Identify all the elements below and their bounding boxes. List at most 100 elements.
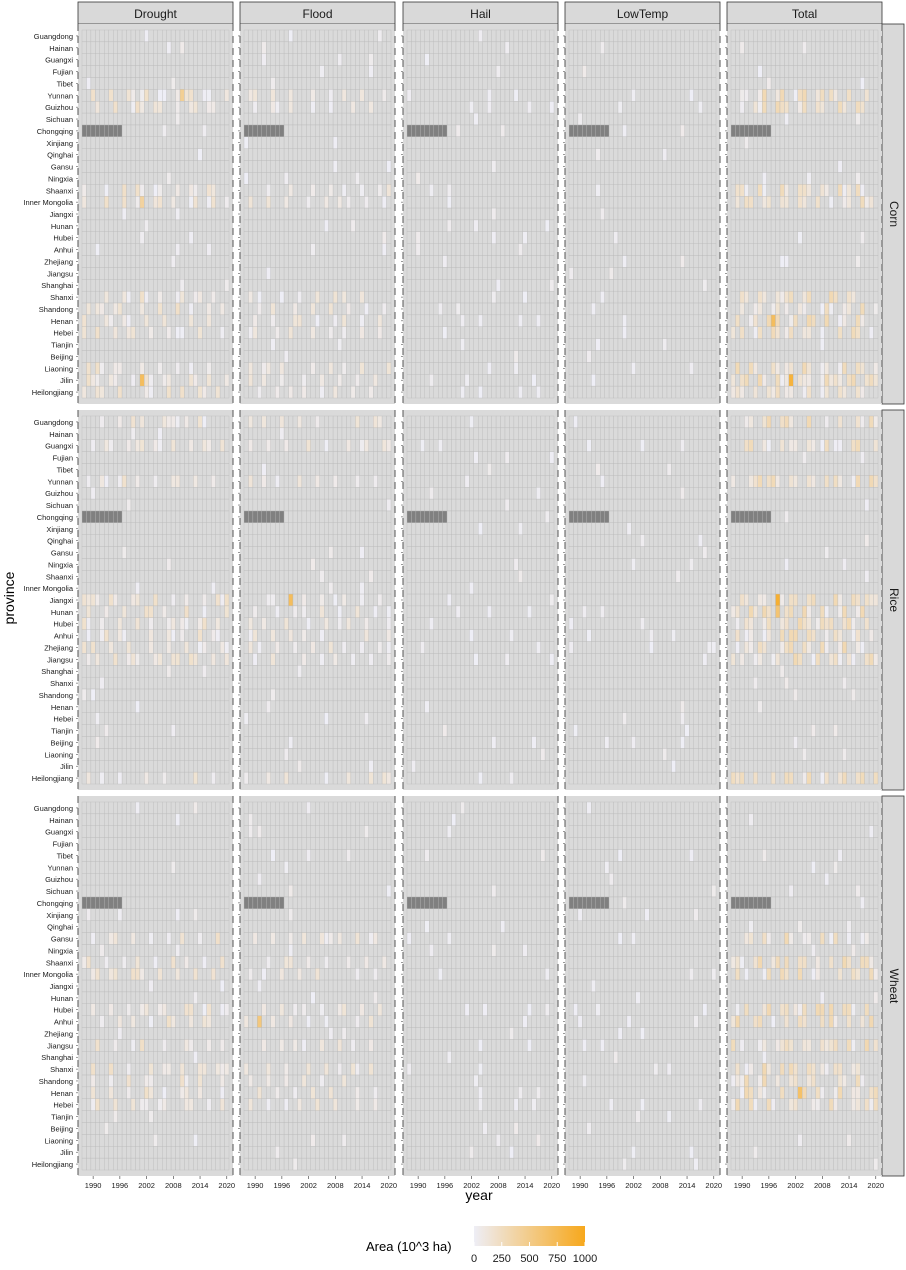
heatmap-cell xyxy=(86,314,92,327)
heatmap-cell xyxy=(828,279,834,292)
heatmap-cell xyxy=(252,267,258,280)
heatmap-cell xyxy=(270,41,276,54)
heatmap-cell xyxy=(90,362,96,375)
heatmap-cell xyxy=(487,338,492,351)
heatmap-cell xyxy=(175,362,181,375)
heatmap-cell xyxy=(350,374,356,387)
heatmap-cell xyxy=(833,77,839,90)
heatmap-cell xyxy=(640,124,645,138)
heatmap-cell xyxy=(730,29,736,43)
heatmap-cell xyxy=(144,207,149,221)
heatmap-cell xyxy=(846,29,852,43)
heatmap-cell xyxy=(591,184,596,197)
heatmap-cell xyxy=(604,243,610,256)
heatmap-cell xyxy=(491,243,497,256)
heatmap-cell xyxy=(828,53,834,66)
heatmap-cell xyxy=(157,290,163,304)
heatmap-cell xyxy=(270,350,276,363)
heatmap-cell xyxy=(735,302,741,316)
heatmap-cell xyxy=(206,350,212,363)
heatmap-cell xyxy=(500,53,506,66)
heatmap-cell xyxy=(319,124,325,138)
heatmap-cell xyxy=(81,172,87,185)
heatmap-cell xyxy=(657,350,663,363)
heatmap-cell xyxy=(491,231,497,244)
heatmap-cell xyxy=(108,255,114,268)
heatmap-cell xyxy=(90,314,96,327)
heatmap-cell xyxy=(377,148,383,161)
heatmap-cell xyxy=(81,77,87,90)
heatmap-cell xyxy=(301,184,307,197)
heatmap-cell xyxy=(420,267,425,280)
heatmap-cell xyxy=(739,279,745,292)
heatmap-cell xyxy=(139,243,145,256)
heatmap-cell xyxy=(373,29,378,43)
heatmap-cell xyxy=(315,148,320,161)
heatmap-cell xyxy=(184,160,190,173)
heatmap-cell xyxy=(735,196,741,209)
heatmap-cell xyxy=(248,148,254,161)
heatmap-cell xyxy=(170,326,176,339)
heatmap-cell xyxy=(166,385,172,399)
heatmap-cell xyxy=(386,136,392,149)
heatmap-cell xyxy=(117,136,123,149)
panel-corn-drought xyxy=(76,24,234,404)
heatmap-cell xyxy=(491,302,497,316)
heatmap-cell xyxy=(478,184,483,197)
heatmap-cell xyxy=(252,338,258,351)
heatmap-cell xyxy=(748,207,754,221)
heatmap-cell xyxy=(873,279,879,292)
heatmap-cell xyxy=(219,148,225,161)
heatmap-cell xyxy=(522,385,528,399)
heatmap-cell xyxy=(671,172,677,185)
heatmap-cell xyxy=(283,338,289,351)
heatmap-cell xyxy=(279,219,285,232)
heatmap-cell xyxy=(337,314,343,327)
heatmap-cell xyxy=(90,101,96,114)
heatmap-cell xyxy=(662,350,668,363)
heatmap-cell xyxy=(193,112,198,126)
heatmap-cell xyxy=(279,255,285,268)
heatmap-cell xyxy=(386,124,392,138)
heatmap-cell xyxy=(464,267,470,280)
heatmap-cell xyxy=(359,196,365,209)
heatmap-cell xyxy=(170,314,176,327)
heatmap-cell xyxy=(784,89,790,102)
heatmap-cell xyxy=(446,148,452,161)
heatmap-cell xyxy=(99,385,105,399)
heatmap-cell xyxy=(527,374,532,387)
heatmap-cell xyxy=(868,255,874,268)
heatmap-cell xyxy=(662,65,668,78)
heatmap-cell xyxy=(386,219,392,232)
heatmap-cell xyxy=(288,243,294,256)
heatmap-cell xyxy=(306,53,311,66)
heatmap-cell xyxy=(157,302,163,316)
heatmap-cell xyxy=(522,243,528,256)
heatmap-cell xyxy=(487,350,492,363)
heatmap-cell xyxy=(635,326,641,339)
heatmap-cell xyxy=(622,65,628,78)
heatmap-cell xyxy=(855,77,861,90)
province-tick-label: Gansu xyxy=(51,163,73,172)
heatmap-cell xyxy=(455,172,461,185)
heatmap-cell xyxy=(332,112,338,126)
heatmap-cell xyxy=(873,148,879,161)
heatmap-cell xyxy=(193,350,198,363)
heatmap-cell xyxy=(617,290,623,304)
heatmap-cell xyxy=(153,29,158,43)
heatmap-cell xyxy=(297,136,303,149)
heatmap-cell xyxy=(864,112,870,126)
heatmap-cell xyxy=(864,172,870,185)
heatmap-cell xyxy=(518,231,523,244)
heatmap-cell xyxy=(215,338,221,351)
heatmap-cell xyxy=(301,172,307,185)
heatmap-cell xyxy=(328,243,334,256)
heatmap-cell xyxy=(509,326,515,339)
heatmap-cell xyxy=(522,112,528,126)
heatmap-cell xyxy=(573,160,579,173)
heatmap-cell xyxy=(591,160,596,173)
heatmap-cell xyxy=(702,374,708,387)
heatmap-cell xyxy=(482,112,488,126)
heatmap-cell xyxy=(757,89,763,102)
heatmap-cell xyxy=(693,255,699,268)
